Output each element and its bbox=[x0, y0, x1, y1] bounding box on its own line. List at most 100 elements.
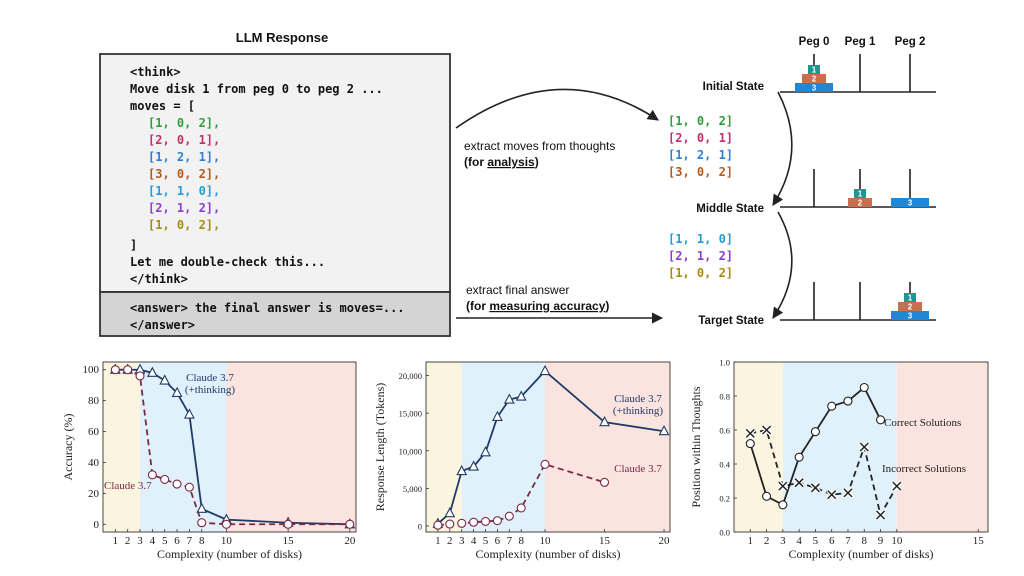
accuracy-chart: 1 2 3 4 5 6 7 8 10 15 20 0 20 40 60 80 100 Complexity (nu… bbox=[61, 361, 357, 561]
x-tick-label: 7 bbox=[507, 535, 513, 547]
y-tick-label: 20 bbox=[88, 488, 100, 500]
x-tick-label: 4 bbox=[150, 535, 156, 547]
x-tick-label: 7 bbox=[845, 535, 851, 547]
extracted-move-a3: [1, 2, 1] bbox=[668, 148, 733, 162]
x-tick-label: 10 bbox=[540, 535, 552, 547]
series-label: (+thinking) bbox=[613, 405, 664, 417]
complexity-band-blue bbox=[140, 362, 227, 532]
complexity-band-blue bbox=[461, 362, 546, 532]
complexity-band-yellow bbox=[426, 362, 462, 532]
complexity-band-blue bbox=[782, 362, 897, 532]
data-point-circle bbox=[859, 382, 869, 393]
data-point-triangle bbox=[146, 366, 158, 377]
data-point-cross bbox=[859, 442, 869, 452]
think-close-tag: </think> bbox=[130, 272, 188, 286]
think-move-2: [2, 0, 1], bbox=[148, 133, 220, 147]
data-point-triangle bbox=[515, 390, 527, 401]
data-point-circle bbox=[492, 516, 502, 526]
x-tick-label: 1 bbox=[113, 535, 119, 547]
data-point-triangle bbox=[444, 507, 456, 518]
series-label: Claude 3.7 bbox=[186, 372, 234, 384]
data-point-circle bbox=[184, 482, 194, 492]
series-line-incorrect-solutions bbox=[750, 428, 898, 518]
data-point-triangle bbox=[503, 393, 515, 404]
x-tick-label: 5 bbox=[162, 535, 168, 547]
x-tick-label: 8 bbox=[199, 535, 205, 547]
disk-2 bbox=[848, 198, 872, 207]
data-point-triangle bbox=[171, 386, 183, 397]
x-tick-label: 1 bbox=[748, 535, 754, 547]
extracted-move-a1: [1, 0, 2] bbox=[668, 114, 733, 128]
complexity-band-red bbox=[226, 362, 356, 532]
y-tick-label: 0.8 bbox=[719, 392, 730, 402]
think-move-5: [1, 1, 0], bbox=[148, 184, 220, 198]
x-tick-label: 15 bbox=[283, 535, 295, 547]
disk-1-label: 1 bbox=[812, 66, 817, 75]
y-axis-label: Accuracy (%) bbox=[61, 414, 75, 481]
x-tick-label: 3 bbox=[137, 535, 143, 547]
peg-1-label: Peg 1 bbox=[845, 36, 876, 48]
y-axis-label: Response Length (Tokens) bbox=[373, 383, 387, 511]
arrow-initial-to-middle bbox=[772, 91, 793, 206]
disk-1-label: 1 bbox=[858, 190, 863, 199]
x-tick-label: 15 bbox=[973, 535, 985, 547]
plot-frame bbox=[733, 361, 989, 533]
data-point-cross bbox=[876, 510, 886, 520]
data-point-circle bbox=[843, 396, 853, 406]
series-label: (+thinking) bbox=[185, 384, 236, 396]
disk-2-label: 2 bbox=[812, 75, 817, 84]
x-tick-label: 2 bbox=[125, 535, 131, 547]
x-tick-label: 3 bbox=[459, 535, 465, 547]
x-tick-label: 8 bbox=[518, 535, 524, 547]
move-line: Move disk 1 from peg 0 to peg 2 ... bbox=[130, 82, 383, 96]
x-tick-label: 5 bbox=[813, 535, 819, 547]
series-label: Claude 3.7 bbox=[614, 463, 662, 475]
data-point-triangle bbox=[658, 425, 670, 436]
disk-3-label: 3 bbox=[908, 199, 913, 208]
disk-3-label: 3 bbox=[908, 312, 913, 321]
think-move-7: [1, 0, 2], bbox=[148, 218, 220, 232]
data-point-circle bbox=[745, 439, 755, 449]
state-labels: Initial State Middle State Target State bbox=[696, 81, 764, 327]
data-point-cross bbox=[745, 428, 755, 438]
x-tick-label: 5 bbox=[483, 535, 489, 547]
x-axis-label: Complexity (number of disks) bbox=[157, 547, 302, 561]
x-tick-label: 20 bbox=[344, 535, 356, 547]
disk-1 bbox=[904, 293, 916, 302]
complexity-band-red bbox=[896, 362, 988, 532]
think-content: <think> Move disk 1 from peg 0 to peg 2 … bbox=[130, 65, 405, 332]
disk-1 bbox=[808, 65, 820, 74]
disk-2 bbox=[898, 302, 922, 311]
data-point-circle bbox=[172, 479, 182, 489]
data-point-circle bbox=[135, 371, 145, 381]
answer-line-2: </answer> bbox=[130, 318, 195, 332]
series-label: Incorrect Solutions bbox=[882, 463, 966, 475]
extract-moves-label: extract moves from thoughts bbox=[464, 139, 615, 153]
x-tick-label: 10 bbox=[891, 535, 903, 547]
think-move-1: [1, 0, 2], bbox=[148, 116, 220, 130]
answer-line-1: <answer> the final answer is moves=... bbox=[130, 301, 405, 315]
data-point-triangle bbox=[456, 464, 468, 476]
data-point-circle bbox=[762, 491, 772, 501]
peg-2-label: Peg 2 bbox=[895, 36, 926, 48]
disk-2-label: 2 bbox=[858, 199, 863, 208]
data-point-circle bbox=[457, 518, 467, 528]
x-tick-label: 20 bbox=[659, 535, 671, 547]
data-point-cross bbox=[762, 425, 772, 435]
response-length-chart: 1 2 3 4 5 6 7 8 10 15 20 0 5,000 10,000 15,000 20,000 Co… bbox=[373, 361, 671, 561]
x-tick-label: 9 bbox=[878, 535, 884, 547]
disk-3 bbox=[891, 311, 929, 320]
data-point-circle bbox=[794, 452, 804, 462]
y-tick-label: 100 bbox=[83, 364, 100, 376]
data-point-triangle bbox=[468, 460, 480, 471]
extract-labels: extract moves from thoughts (for analysi… bbox=[464, 139, 615, 313]
data-point-circle bbox=[433, 520, 443, 530]
x-tick-label: 15 bbox=[599, 535, 611, 547]
y-tick-label: 80 bbox=[88, 395, 100, 407]
data-point-circle bbox=[516, 503, 526, 513]
extracted-move-b3: [1, 0, 2] bbox=[668, 266, 733, 280]
x-axis-label: Complexity (number of disks) bbox=[476, 547, 621, 561]
x-tick-label: 6 bbox=[174, 535, 180, 547]
think-move-6: [2, 1, 2], bbox=[148, 201, 220, 215]
y-tick-label: 0.0 bbox=[719, 528, 730, 538]
